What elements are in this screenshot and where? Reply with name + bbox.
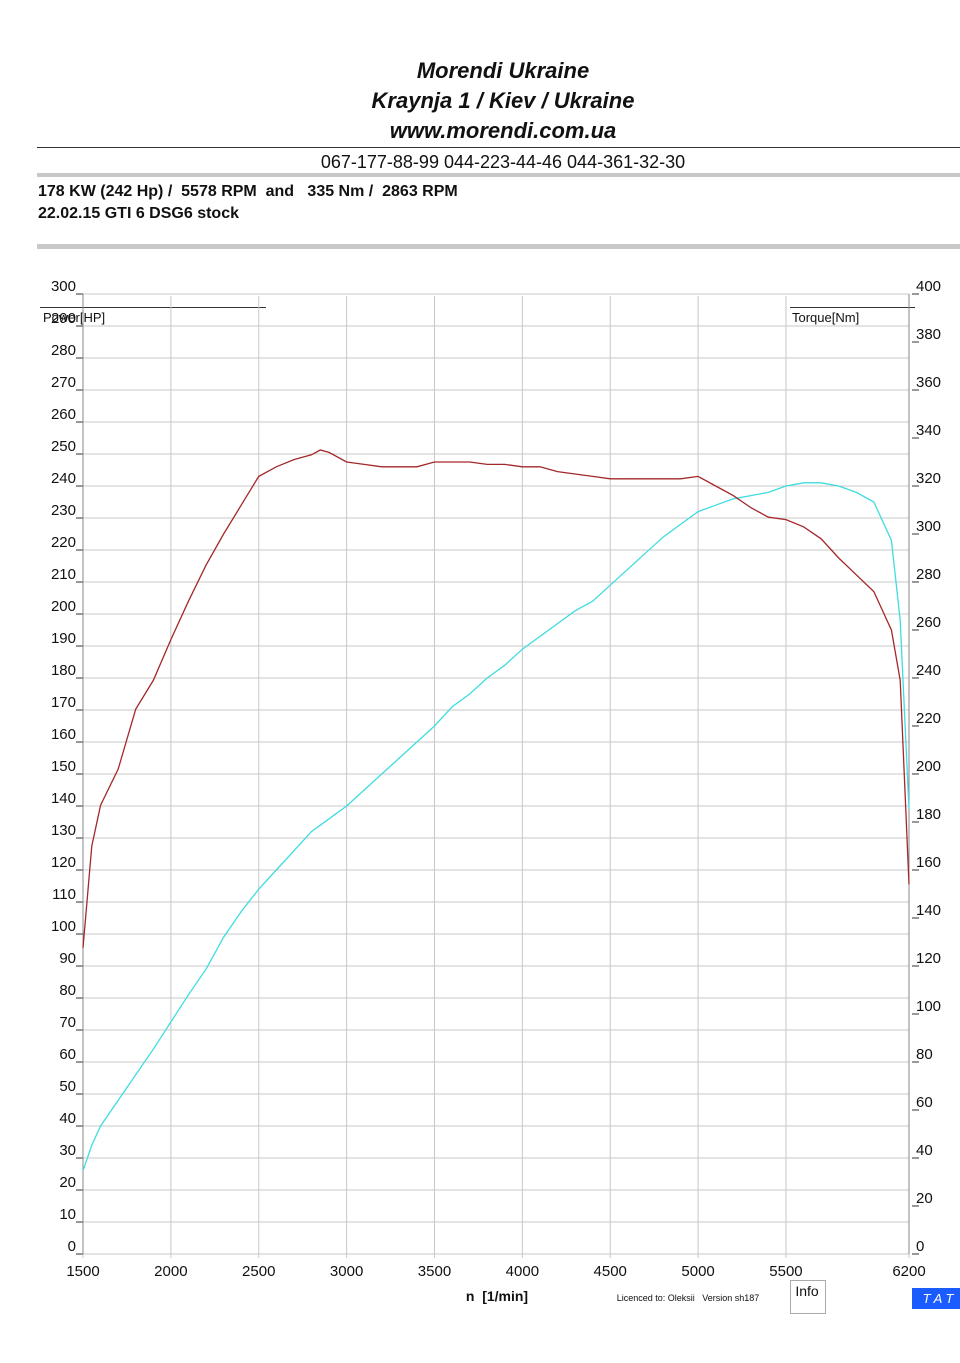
brand: T A T [923, 1291, 955, 1306]
y-tick-label: 280 [51, 342, 76, 359]
y2-tick-label: 100 [916, 998, 941, 1015]
y-tick-label: 100 [51, 918, 76, 935]
y-tick-label: 270 [51, 374, 76, 391]
x-tick-label: 5500 [769, 1263, 802, 1280]
y-tick-label: 80 [59, 982, 76, 999]
y-tick-label: 250 [51, 438, 76, 455]
y-tick-label: 140 [51, 790, 76, 807]
y-tick-label: 70 [59, 1014, 76, 1031]
x-axis-label: n [1/min] [466, 1288, 528, 1304]
y2-tick-label: 320 [916, 470, 941, 487]
y-tick-label: 60 [59, 1046, 76, 1063]
result: 178 KW (242 Hp) / 5578 RPM and 335 Nm / … [38, 183, 458, 200]
y-tick-label: 290 [51, 310, 76, 327]
y-tick-label: 110 [52, 886, 76, 903]
x-tick-label: 4000 [506, 1263, 539, 1280]
bar [37, 244, 960, 249]
y2-tick-label: 200 [916, 758, 941, 775]
y2-tick-label: 220 [916, 710, 941, 727]
website: www.morendi.com.ua [390, 118, 617, 143]
y2-tick-label: 280 [916, 566, 941, 583]
y2-tick-label: 80 [916, 1046, 933, 1063]
y2-tick-label: 40 [916, 1142, 933, 1159]
y2-tick-label: 340 [916, 422, 941, 439]
y-tick-label: 240 [51, 470, 76, 487]
y2-tick-label: 160 [916, 854, 941, 871]
info-button[interactable] [790, 1280, 826, 1314]
y-tick-label: 300 [51, 278, 76, 295]
y-tick-label: 170 [51, 694, 76, 711]
address: Kraynja 1 / Kiev / Ukraine [372, 88, 635, 113]
x-tick-label: 2500 [242, 1263, 275, 1280]
y-tick-label: 40 [59, 1110, 76, 1127]
brand-badge [912, 1288, 960, 1309]
y2-tick-label: 120 [916, 950, 941, 967]
company: Morendi Ukraine [417, 58, 589, 83]
y-tick-label: 190 [51, 630, 76, 647]
y2-tick-label: 240 [916, 662, 941, 679]
x-tick-label: 1500 [66, 1263, 99, 1280]
y2-tick-label: 400 [916, 278, 941, 295]
y-tick-label: 150 [51, 758, 76, 775]
y2-tick-label: 60 [916, 1094, 933, 1111]
y-tick-label: 220 [51, 534, 76, 551]
x-tick-label: 6200 [892, 1263, 925, 1280]
y2-tick-label: 260 [916, 614, 941, 631]
series-line [82, 449, 910, 949]
y-tick-label: 160 [51, 726, 76, 743]
x-tick-label: 3000 [330, 1263, 363, 1280]
y2-tick-label: 140 [916, 902, 941, 919]
x-tick-label: 4500 [594, 1263, 627, 1280]
x-tick-label: 2000 [154, 1263, 187, 1280]
y2-tick-label: 180 [916, 806, 941, 823]
y-tick-label: 30 [59, 1142, 76, 1159]
run: 22.02.15 GTI 6 DSG6 stock [38, 205, 239, 222]
y-tick-label: 210 [51, 566, 76, 583]
y-tick-label: 0 [68, 1238, 76, 1255]
bar [37, 173, 960, 177]
y2-tick-label: 360 [916, 374, 941, 391]
y-tick-label: 180 [51, 662, 76, 679]
x-tick-label: 3500 [418, 1263, 451, 1280]
y2-tick-label: 0 [916, 1238, 924, 1255]
y2-tick-label: 380 [916, 326, 941, 343]
y-axis-label: Power[HP] [43, 310, 105, 325]
y2-axis-label: Torque[Nm] [792, 310, 859, 325]
phones: 067-177-88-99 044-223-44-46 044-361-32-3… [321, 152, 685, 172]
y-tick-label: 20 [59, 1174, 76, 1191]
y2-tick-label: 300 [916, 518, 941, 535]
y-tick-label: 130 [51, 822, 76, 839]
y-tick-label: 260 [51, 406, 76, 423]
y-tick-label: 10 [59, 1206, 76, 1223]
y-tick-label: 230 [51, 502, 76, 519]
info-label[interactable]: Info [795, 1283, 819, 1299]
y2-tick-label: 20 [916, 1190, 933, 1207]
license: Licenced to: Oleksii Version sh187 [617, 1293, 760, 1303]
y-tick-label: 50 [59, 1078, 76, 1095]
x-tick-label: 5000 [681, 1263, 714, 1280]
y-tick-label: 200 [51, 598, 76, 615]
y-tick-label: 120 [51, 854, 76, 871]
series-line [82, 482, 910, 1172]
y-tick-label: 90 [59, 950, 76, 967]
